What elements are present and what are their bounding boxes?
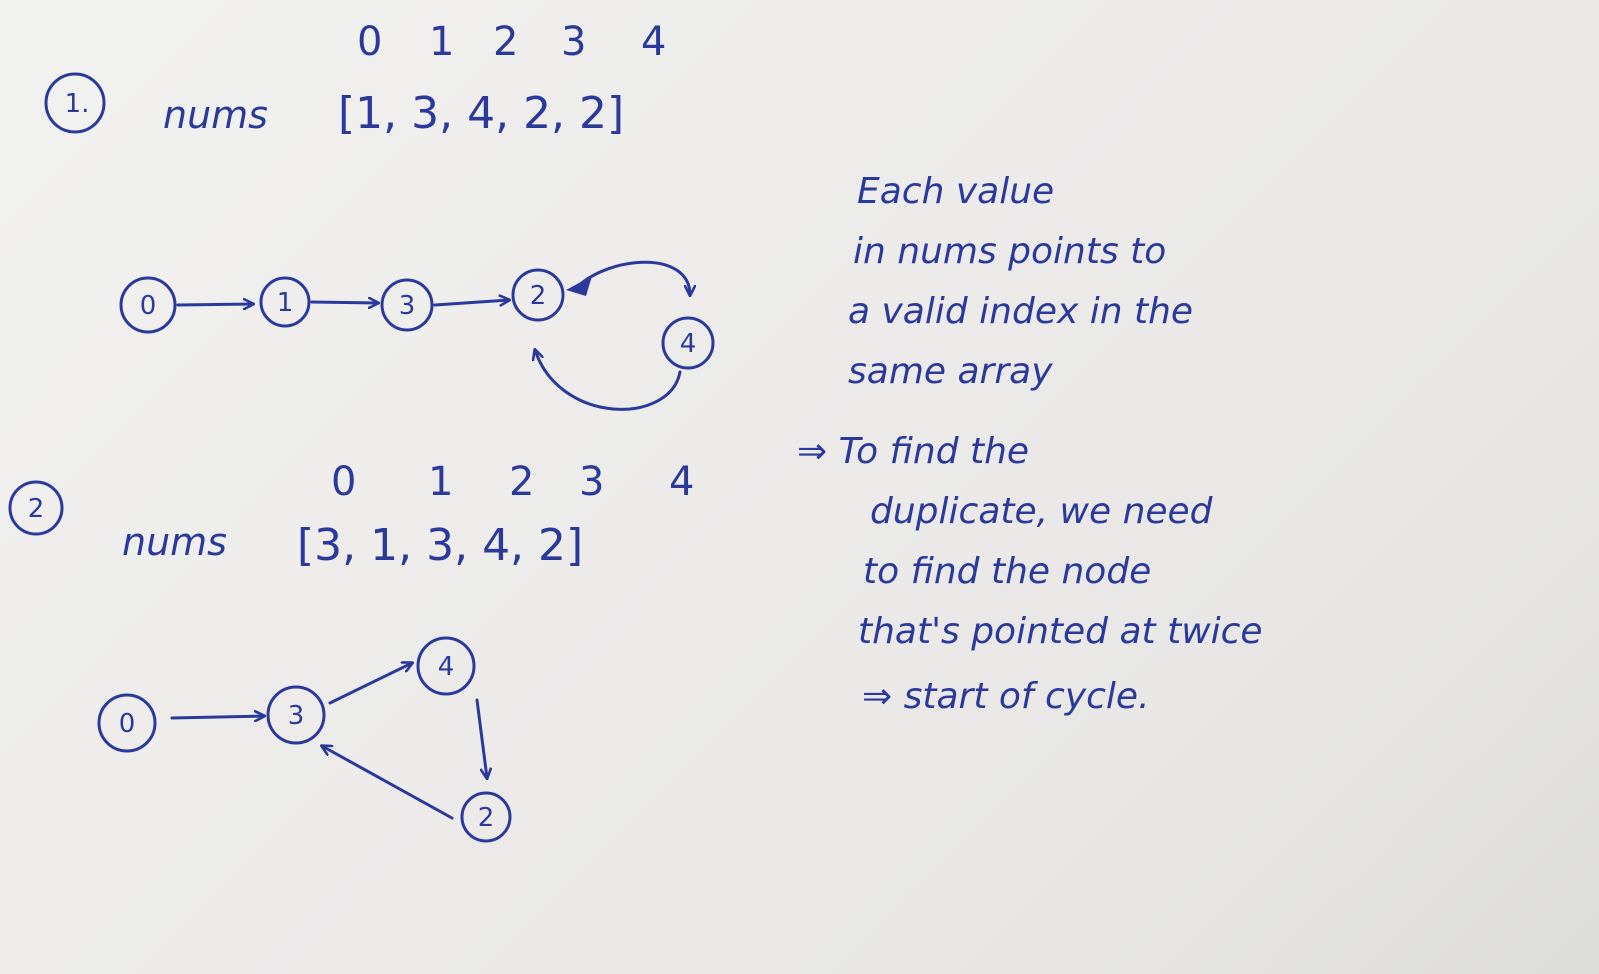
ex2-edge-4-2 — [475, 698, 487, 778]
note-line-1: Each value — [857, 171, 1054, 212]
ex2-edge-0-3 — [170, 716, 264, 718]
ex2-index-0: 0 — [331, 459, 356, 505]
example-2-index-labels: 0 1 2 3 4 — [331, 459, 694, 505]
ex2-node-4: 4 — [438, 652, 455, 682]
ex1-node-2: 2 — [530, 281, 547, 311]
example-2-marker-circle — [8, 480, 64, 536]
ex1-index-4: 4 — [641, 19, 666, 65]
note-line-5: ⇒ To find the — [797, 431, 1029, 472]
ex1-edge-4-2-arrowhead — [566, 276, 592, 296]
ex1-nums-label: nums — [163, 93, 268, 137]
ex2-nums-label: nums — [122, 520, 227, 564]
example-1-index-labels: 0 1 2 3 4 — [357, 19, 666, 65]
ex1-node-2-circle — [511, 268, 565, 322]
example-1: 1. 0 1 2 3 4 nums [1, 3, 4, 2, 2] 0 1 3 … — [44, 19, 715, 411]
ex2-node-2-circle — [460, 791, 512, 843]
explanation-notes: Each value in nums points to a valid ind… — [797, 171, 1263, 717]
note-line-7: to find the node — [863, 551, 1151, 592]
example-1-marker-circle — [44, 72, 106, 134]
example-2: 2 0 1 2 3 4 nums [3, 1, 3, 4, 2] 0 3 4 2 — [8, 459, 694, 843]
note-line-8: that's pointed at twice — [858, 611, 1263, 652]
note-line-4: same array — [848, 351, 1053, 392]
ex2-index-2: 2 — [509, 459, 534, 505]
ex2-node-4-circle — [416, 636, 476, 696]
note-line-2: in nums points to — [853, 231, 1166, 272]
ex1-node-4-circle — [661, 316, 715, 370]
ex2-node-0-circle — [97, 693, 157, 753]
ex1-edge-1-3 — [310, 302, 378, 303]
note-line-3: a valid index in the — [848, 291, 1193, 332]
ex1-node-3-circle — [380, 278, 434, 332]
ex2-array-values: [3, 1, 3, 4, 2] — [297, 520, 583, 571]
ex2-node-3: 3 — [288, 701, 305, 731]
ex1-edge-3-2 — [433, 300, 509, 305]
ex2-index-3: 3 — [579, 459, 604, 505]
note-line-6: duplicate, we need — [870, 491, 1214, 532]
ex1-edge-2-4 — [574, 260, 690, 295]
ex1-node-4: 4 — [680, 329, 697, 359]
ex2-edge-2-3 — [322, 746, 454, 820]
ex1-index-1: 1 — [429, 19, 454, 65]
ex1-node-3: 3 — [399, 291, 416, 321]
ex2-edge-3-4 — [328, 663, 412, 705]
ex1-node-1: 1 — [277, 288, 294, 318]
ex2-node-3-circle — [266, 685, 326, 745]
ex1-edge-4-2 — [535, 350, 682, 411]
ex2-index-4: 4 — [669, 459, 694, 505]
ex1-node-1-circle — [259, 276, 311, 328]
ex1-edge-0-1 — [176, 304, 253, 305]
ex1-index-0: 0 — [357, 19, 382, 65]
ex1-index-2: 2 — [493, 19, 518, 65]
ex2-node-2: 2 — [478, 803, 495, 833]
ex1-array-values: [1, 3, 4, 2, 2] — [338, 88, 624, 139]
ex1-index-3: 3 — [561, 19, 586, 65]
example-2-marker: 2 — [28, 494, 45, 524]
ex2-index-1: 1 — [428, 459, 453, 505]
example-1-marker: 1. — [65, 89, 90, 119]
note-line-9: ⇒ start of cycle. — [862, 676, 1150, 717]
ex1-node-0: 0 — [140, 291, 157, 321]
ex1-node-0-circle — [119, 276, 177, 334]
ex2-node-0: 0 — [119, 709, 136, 739]
